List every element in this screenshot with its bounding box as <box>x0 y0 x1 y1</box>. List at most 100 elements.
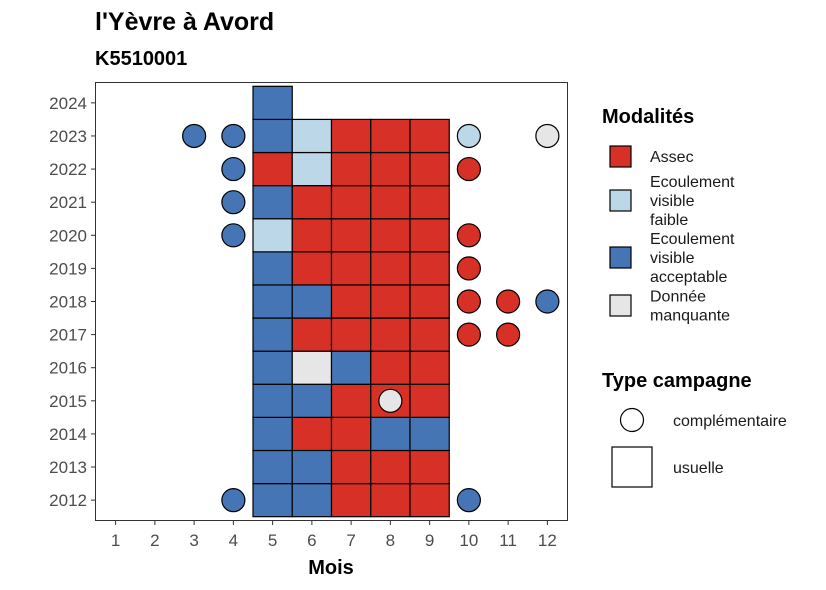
x-tick-label: 3 <box>189 531 198 550</box>
tile-2019-7 <box>330 251 372 286</box>
tile-2017-6 <box>291 317 333 352</box>
tile-2016-7 <box>330 350 372 385</box>
legend-label-faible: visible <box>650 193 695 210</box>
tile-2021-7 <box>330 185 372 220</box>
tile-2022-8 <box>370 151 411 187</box>
chart-subtitle: K5510001 <box>95 48 187 70</box>
y-tick-label: 2021 <box>49 193 87 212</box>
tile-2020-6 <box>291 218 333 253</box>
tile-2018-9 <box>409 284 450 319</box>
tile-2012-9 <box>409 482 450 518</box>
point-2020-4 <box>221 223 246 248</box>
y-tick-label: 2023 <box>49 127 87 146</box>
point-2022-4 <box>221 156 246 182</box>
point-2017-11 <box>496 322 521 347</box>
legend-swatch-acceptable <box>609 246 632 269</box>
x-tick-label: 9 <box>425 531 434 550</box>
point-2019-10 <box>456 256 481 281</box>
tile-2023-9 <box>409 118 450 154</box>
point-2015-8 <box>378 388 403 413</box>
x-axis-title: Mois <box>308 557 354 579</box>
point-2021-4 <box>221 190 246 215</box>
point-2023-10 <box>456 123 481 149</box>
legend-swatch-faible <box>609 189 632 212</box>
point-2017-10 <box>456 322 481 347</box>
tile-2015-5 <box>252 383 293 418</box>
tile-2017-7 <box>330 317 372 352</box>
tile-2014-7 <box>330 416 372 452</box>
tile-2013-6 <box>291 449 333 485</box>
x-tick-label: 10 <box>459 531 478 550</box>
x-tick-label: 1 <box>111 531 120 550</box>
tile-2022-7 <box>330 151 372 187</box>
tile-2014-5 <box>252 416 293 452</box>
tile-2023-5 <box>252 118 293 154</box>
point-2023-12 <box>535 123 560 149</box>
tile-2016-6 <box>291 350 333 385</box>
tile-2012-7 <box>330 482 372 518</box>
x-tick-label: 4 <box>229 531 238 550</box>
tile-2012-5 <box>252 482 293 518</box>
legend-label-manquante: Donnée <box>650 289 706 306</box>
legend-swatch-assec <box>609 145 632 168</box>
tile-2018-7 <box>330 284 372 319</box>
point-2023-3 <box>182 123 207 149</box>
tile-2022-5 <box>252 151 293 187</box>
legend-label-complementaire: complémentaire <box>673 413 787 430</box>
tile-2012-6 <box>291 482 333 518</box>
tile-2024-5 <box>252 85 293 121</box>
point-2022-10 <box>456 156 481 182</box>
tile-2022-6 <box>291 151 333 187</box>
legend-label-faible: faible <box>650 212 688 229</box>
y-tick-label: 2012 <box>49 491 87 510</box>
points-layer <box>182 123 560 513</box>
x-tick-label: 5 <box>268 531 277 550</box>
tile-2015-6 <box>291 383 333 418</box>
y-tick-label: 2014 <box>49 425 87 444</box>
tile-2020-8 <box>370 218 411 253</box>
y-tick-label: 2015 <box>49 392 87 411</box>
y-tick-label: 2019 <box>49 259 87 278</box>
y-tick-label: 2017 <box>49 326 87 345</box>
y-tick-label: 2018 <box>49 293 87 312</box>
tile-2015-9 <box>409 383 450 418</box>
legend-label-assec: Assec <box>650 149 694 166</box>
tile-2017-9 <box>409 317 450 352</box>
tile-2014-8 <box>370 416 411 452</box>
tile-2015-7 <box>330 383 372 418</box>
legend: Modalités Assec Ecoulement visible faible Eco… <box>602 106 787 488</box>
tile-2016-9 <box>409 350 450 385</box>
legend-label-acceptable: Ecoulement <box>650 231 735 248</box>
y-tick-label: 2022 <box>49 160 87 179</box>
y-tick-label: 2024 <box>49 94 87 113</box>
tile-2023-7 <box>330 118 372 154</box>
legend-label-usuelle: usuelle <box>673 460 724 477</box>
x-tick-label: 6 <box>307 531 316 550</box>
legend-label-acceptable: acceptable <box>650 269 727 286</box>
tile-2018-5 <box>252 284 293 319</box>
tile-2020-7 <box>330 218 372 253</box>
chart-title: l'Yèvre à Avord <box>95 8 274 36</box>
legend-label-manquante: manquante <box>650 308 730 325</box>
tile-2017-5 <box>252 317 293 352</box>
tile-2018-6 <box>291 284 333 319</box>
legend-swatch-manquante <box>609 294 632 317</box>
tile-2014-6 <box>291 416 333 452</box>
legend-key-usuelle <box>611 446 653 488</box>
tile-2021-8 <box>370 185 411 220</box>
point-2012-10 <box>456 488 481 513</box>
tile-2013-9 <box>409 449 450 485</box>
tile-2014-9 <box>409 416 450 452</box>
y-tick-label: 2016 <box>49 359 87 378</box>
point-2020-10 <box>456 223 481 248</box>
y-tick-label: 2013 <box>49 458 87 477</box>
tile-2019-5 <box>252 251 293 286</box>
tile-2022-9 <box>409 151 450 187</box>
tile-2016-8 <box>370 350 411 385</box>
tile-2018-8 <box>370 284 411 319</box>
tile-2023-8 <box>370 118 411 154</box>
tile-2021-9 <box>409 185 450 220</box>
point-2018-12 <box>535 289 560 314</box>
point-2023-4 <box>221 123 246 149</box>
tile-2019-8 <box>370 251 411 286</box>
